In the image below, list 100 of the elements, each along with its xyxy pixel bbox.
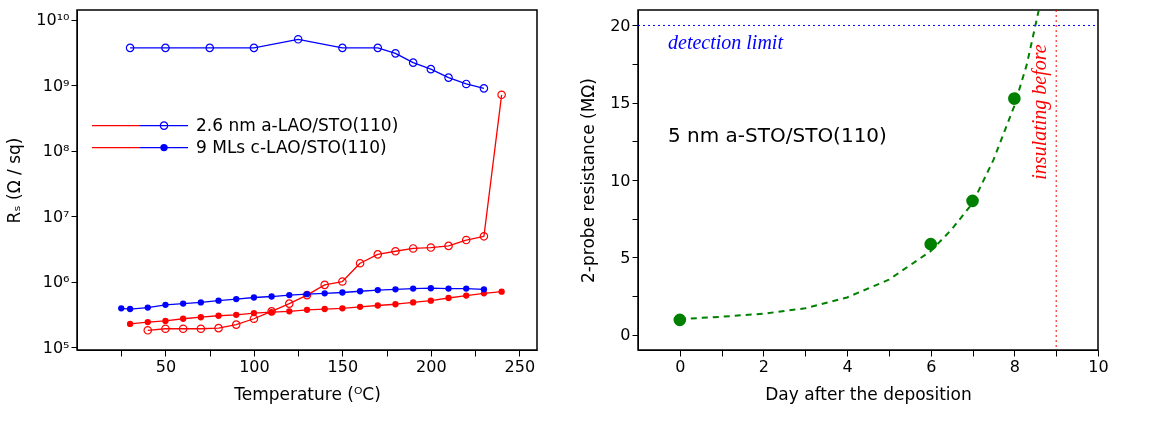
point [392,301,399,308]
point [231,320,241,329]
ref-line-label: insulating before [1028,44,1052,180]
point [445,285,452,292]
x-tick-label: 50 [155,356,177,376]
point [250,309,258,317]
point [498,288,505,295]
point [205,43,214,53]
point [144,304,151,311]
y-tick-label: 10⁵ [42,337,70,357]
point [320,280,329,290]
point [461,235,471,245]
point [233,311,240,318]
y-tick-label: 15 [610,93,631,113]
x-tick-label: 8 [1009,356,1020,376]
point [408,244,418,253]
point [118,305,125,312]
point [249,314,259,324]
y-tick-label: 10⁶ [42,272,70,292]
y-axis-title: 2-probe resistance (MΩ) [578,78,599,283]
point [126,320,134,328]
point [374,302,381,309]
point [303,306,311,313]
point [249,43,259,53]
point [373,250,383,259]
x-tick-label: 10 [1088,356,1109,376]
y-tick-label: 5 [620,247,631,267]
point [479,84,489,93]
y-tick-label: 10 [610,170,631,190]
point [373,43,383,53]
point [250,294,258,301]
y-tick-label: 20 [610,15,631,35]
x-axis-title: Temperature (ᴼC) [233,383,381,404]
point [233,295,240,303]
x-tick-label: 6 [926,356,937,376]
x-axis-title: Day after the deposition [765,383,972,404]
point [1008,92,1021,105]
legend-label: 2.6 nm a-LAO/STO(110) [196,114,399,135]
y-axis-title: Rₛ (Ω / sq) [4,137,25,224]
point [497,90,506,100]
point [293,34,303,44]
point [409,299,417,306]
point [215,312,222,319]
point [321,305,328,313]
x-tick-label: 250 [504,356,536,376]
point [444,73,453,82]
point [356,288,364,295]
point [196,324,206,334]
point [966,194,979,208]
y-tick-label: 10⁹ [42,75,70,95]
point [215,297,222,304]
point [125,43,135,53]
point [179,300,187,307]
point [391,246,400,256]
point [445,294,452,302]
point [144,318,151,326]
point [197,299,205,306]
point [924,237,938,251]
point [391,49,400,58]
point [161,43,170,53]
x-tick-label: 200 [416,356,447,376]
point [162,301,169,309]
annotation: 5 nm a-STO/STO(110) [668,122,887,147]
ref-line-label: detection limit [668,31,784,54]
point [179,315,187,322]
point [356,303,364,311]
point [409,285,417,292]
point [126,305,134,313]
point [408,58,418,67]
point [321,290,328,297]
x-tick-label: 150 [327,356,359,376]
point [374,286,381,294]
point [268,293,275,300]
x-tick-label: 100 [239,356,270,376]
point [286,291,293,299]
point [444,241,453,251]
point [427,285,435,292]
point [426,243,436,252]
point [339,289,346,296]
y-tick-label: 10⁷ [42,206,70,226]
point [338,43,347,53]
point [463,285,470,292]
legend-label: 9 MLs c-LAO/STO(110) [196,136,387,157]
point [392,286,399,293]
point [285,299,294,308]
point [479,232,489,241]
y-tick-label: 10⁸ [42,141,70,161]
point [426,64,436,74]
point [355,258,365,268]
point [480,286,488,293]
point [339,305,346,312]
point [178,324,188,334]
point [162,317,169,325]
point [461,79,471,89]
point [214,323,223,333]
y-tick-label: 10¹⁰ [36,10,70,30]
point [197,314,205,321]
x-tick-label: 0 [675,356,686,376]
point [673,313,687,327]
point [338,277,347,286]
